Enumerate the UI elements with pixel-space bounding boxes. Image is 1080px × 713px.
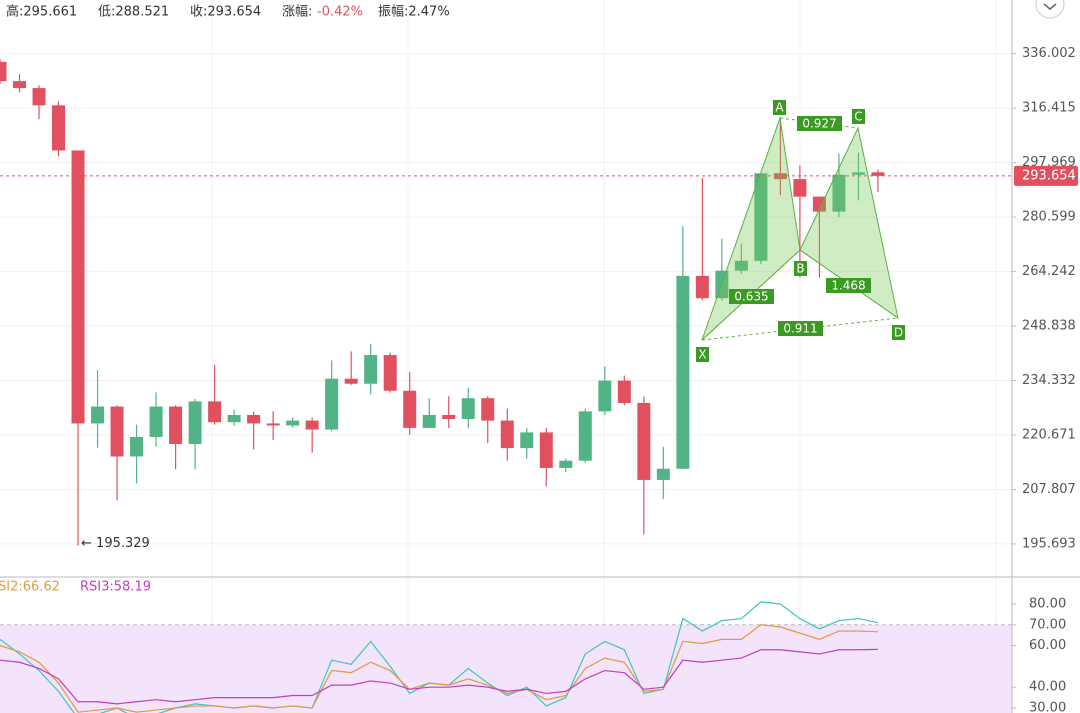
candle-body: [793, 179, 807, 197]
candle-body: [188, 401, 202, 444]
candle-body: [539, 432, 553, 468]
candle-body: [110, 406, 124, 457]
pattern-line: [779, 117, 859, 129]
candle-body: [32, 88, 46, 106]
y-tick-label: 234.332: [1022, 373, 1076, 388]
candle-body: [637, 402, 651, 480]
candle-body: [227, 414, 241, 423]
candle-body: [871, 172, 885, 176]
y-tick-label: 316.415: [1022, 101, 1076, 116]
menu-button[interactable]: [1035, 0, 1065, 19]
candle-body: [481, 398, 495, 421]
candle-body: [832, 174, 846, 212]
candle-body: [383, 355, 397, 391]
header-close: 收:293.654: [190, 5, 261, 20]
header-high: 高:295.661: [6, 4, 77, 20]
y-tick-label: 336.002: [1022, 46, 1076, 61]
pattern-point: A: [775, 101, 784, 115]
y-tick-label: 248.838: [1022, 319, 1076, 334]
candle-body: [617, 380, 631, 403]
candle-body: [422, 414, 436, 428]
candle-body: [169, 406, 183, 444]
pattern-ratio: 0.911: [783, 322, 817, 336]
candle-body: [656, 468, 670, 480]
y-tick-label: 40.00: [1029, 680, 1066, 695]
candle-body: [695, 275, 709, 299]
rsi-line: [0, 624, 878, 713]
rsi-band: [0, 624, 1012, 713]
y-tick-label: 30.00: [1029, 701, 1066, 713]
candle-body: [442, 414, 456, 419]
candle-body: [520, 432, 534, 449]
candle-body: [754, 173, 768, 261]
candle-body: [461, 398, 475, 419]
candle-body: [364, 355, 378, 384]
candle-body: [403, 390, 417, 428]
grid: [0, 0, 1012, 713]
candle-body: [325, 378, 339, 430]
pattern-point-boxes: [696, 100, 905, 362]
candle-body: [286, 420, 300, 426]
header-change-label: 涨幅:: [282, 5, 312, 20]
candle-body: [52, 105, 66, 151]
y-tick-label: 70.00: [1029, 617, 1066, 632]
last-price-label: 293.654: [1022, 168, 1076, 183]
pattern-labels: X A B C D 0.635 0.927 1.468 0.911: [698, 101, 903, 362]
candle-body: [149, 406, 163, 437]
candle-body: [130, 436, 144, 457]
legend-entry: RSI3:58.19: [80, 580, 151, 595]
candle-body: [734, 260, 748, 271]
candle-body: [91, 406, 105, 424]
header-change: -0.42%: [317, 5, 363, 20]
y-tick-label: 220.671: [1022, 427, 1076, 442]
candle-body: [578, 411, 592, 461]
harmonic-pattern: X A B C D 0.635 0.927 1.468 0.911: [696, 100, 905, 362]
plot-area: ← 195.329 SI2:66.62 RSI3:58.19: [0, 59, 1012, 713]
candle-body: [266, 423, 280, 426]
candle-body: [676, 275, 690, 469]
pattern-point: D: [894, 326, 903, 340]
rsi-line: [0, 648, 878, 705]
candle-body: [71, 150, 85, 424]
low-annotation: ← 195.329: [81, 536, 150, 551]
last-price-tag: [1014, 165, 1078, 186]
y-tick-label: 60.00: [1029, 638, 1066, 653]
y-tick-label: 264.242: [1022, 264, 1076, 279]
candle-body: [851, 172, 865, 175]
y-tick-label: 207.807: [1022, 482, 1076, 497]
legend-entry: SI2:66.62: [0, 580, 60, 595]
pattern-line: [799, 249, 899, 319]
candle-body: [812, 196, 826, 212]
pattern-xab: [701, 117, 801, 341]
pattern-ratio: 0.927: [802, 117, 836, 131]
candle-body: [598, 380, 612, 412]
header-low: 低:288.521: [98, 5, 169, 20]
pattern-point: X: [698, 348, 706, 362]
candle-body: [344, 378, 358, 384]
y-tick-label: 280.599: [1022, 210, 1076, 225]
candle-body: [559, 460, 573, 468]
pattern-ratio: 1.468: [831, 279, 865, 293]
pattern-ratio: 0.635: [734, 290, 768, 304]
candle-body: [305, 420, 319, 430]
candle-body: [500, 420, 514, 449]
candle-body: [0, 61, 7, 82]
pattern-point: C: [854, 110, 862, 124]
candle-body: [13, 81, 27, 89]
candle-body: [247, 414, 261, 424]
y-tick-label: 195.693: [1022, 536, 1076, 551]
candle-body: [208, 401, 222, 423]
y-tick-label: 80.00: [1029, 597, 1066, 612]
header-amplitude: 振幅:2.47%: [378, 5, 450, 20]
pattern-point: B: [796, 262, 804, 276]
header: 高:295.661 低:288.521 收:293.654 涨幅: -0.42%…: [6, 4, 450, 20]
